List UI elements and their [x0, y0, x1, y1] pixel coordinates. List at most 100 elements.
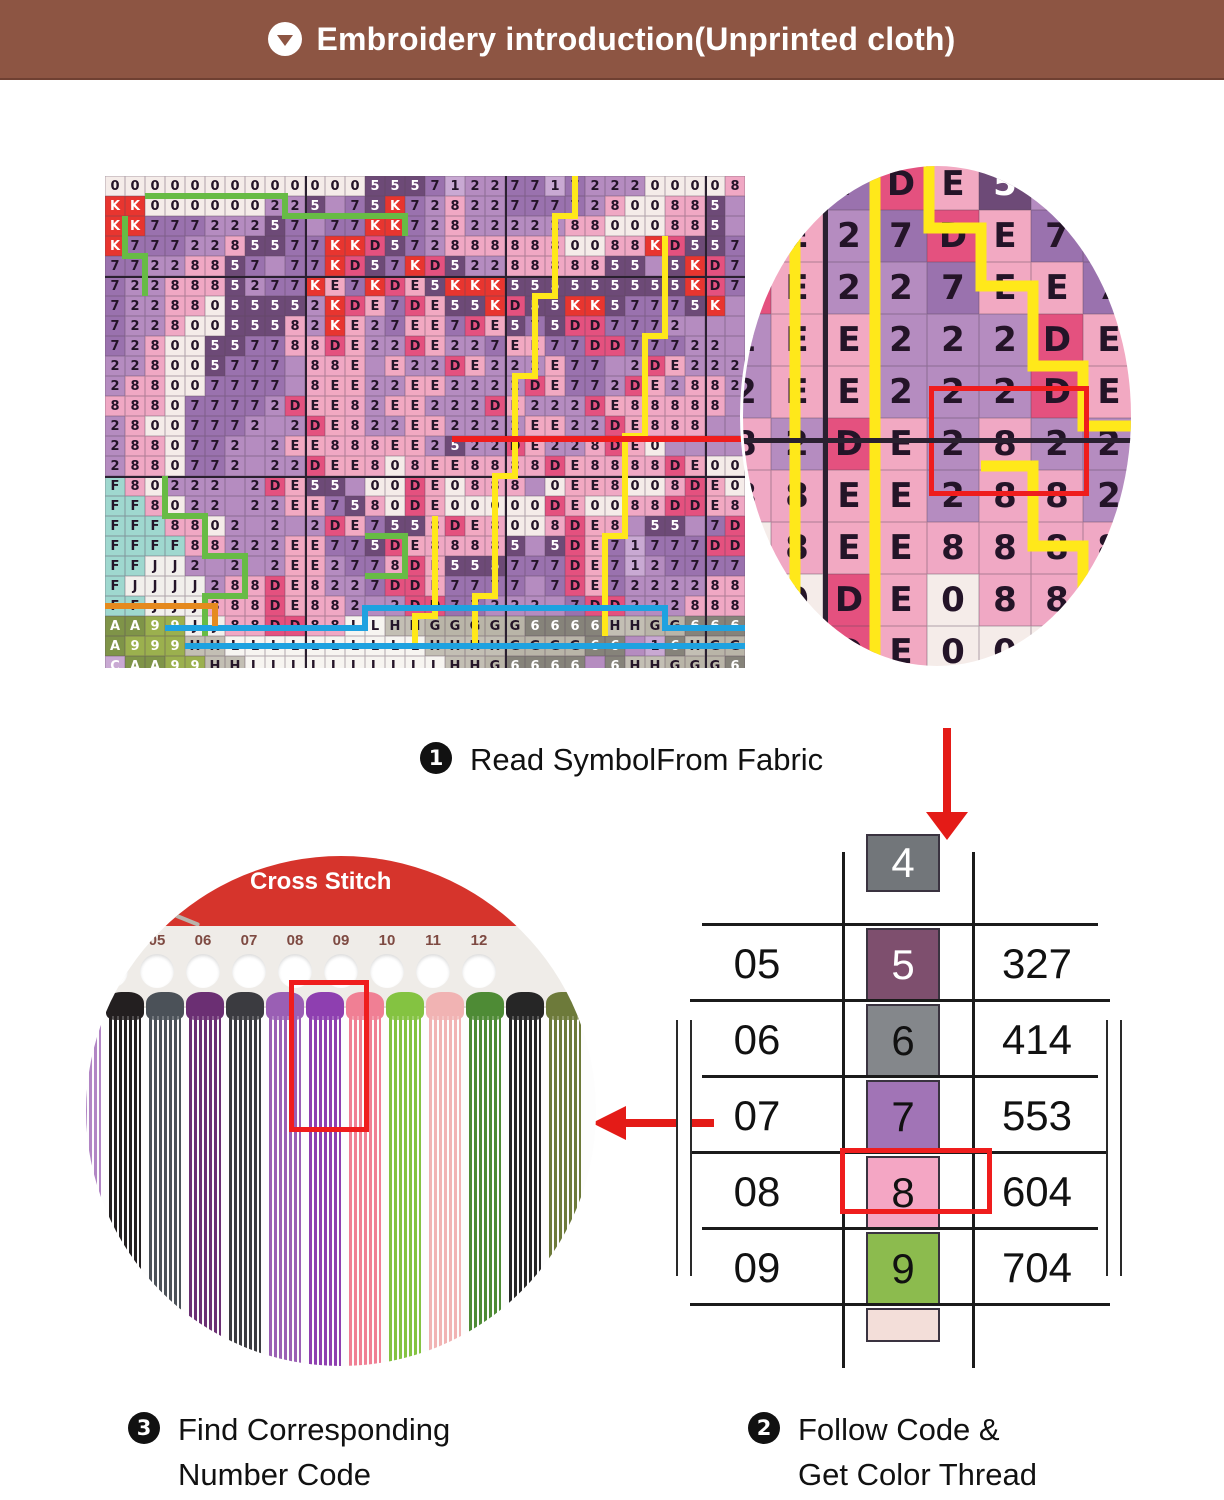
pattern-cell: 8	[725, 596, 745, 616]
pattern-cell	[725, 196, 745, 216]
pattern-cell: 8	[685, 376, 705, 396]
pattern-cell: 6	[525, 656, 545, 668]
pattern-cell	[285, 376, 305, 396]
pattern-cell: 7	[545, 336, 565, 356]
pattern-cell: 6	[585, 616, 605, 636]
pattern-cell: E	[565, 456, 585, 476]
pattern-cell: 0	[505, 516, 525, 536]
pattern-cell: 5	[265, 216, 285, 236]
pattern-cell	[525, 536, 545, 556]
pattern-cell: 7	[665, 296, 685, 316]
floss-slot-number: 10	[378, 932, 396, 949]
pattern-cell	[705, 316, 725, 336]
pattern-cell: 7	[245, 376, 265, 396]
pattern-cell: 8	[445, 216, 465, 236]
pattern-cell: 5	[605, 256, 625, 276]
pattern-cell: 8	[285, 316, 305, 336]
pattern-row: KK00000022575K728227777280088557	[105, 196, 745, 216]
magnified-cell: E	[927, 166, 979, 210]
pattern-cell: 0	[385, 456, 405, 476]
pattern-cell: D	[625, 376, 645, 396]
pattern-cell: 2	[225, 456, 245, 476]
pattern-cell: 5	[445, 556, 465, 576]
pattern-cell: 2	[125, 296, 145, 316]
pattern-cell: D	[305, 416, 325, 436]
pattern-cell: 2	[265, 516, 285, 536]
pattern-cell: F	[105, 516, 125, 536]
pattern-cell: 5	[445, 256, 465, 276]
pattern-cell: 8	[165, 316, 185, 336]
floss-skein-knot	[506, 992, 544, 1020]
pattern-cell: 9	[145, 636, 165, 656]
pattern-cell: 2	[365, 336, 385, 356]
pattern-cell: 5	[705, 216, 725, 236]
pattern-cell: D	[545, 456, 565, 476]
pattern-cell: D	[385, 576, 405, 596]
pattern-cell: 2	[305, 296, 325, 316]
pattern-cell: 0	[145, 196, 165, 216]
pattern-cell: H	[625, 616, 645, 636]
pattern-cell: 6	[605, 656, 625, 668]
pattern-cell: H	[465, 636, 485, 656]
pattern-cell: 2	[625, 596, 645, 616]
pattern-cell: F	[125, 556, 145, 576]
pattern-cell	[645, 256, 665, 276]
pattern-cell: K	[585, 296, 605, 316]
pattern-cell: 0	[725, 476, 745, 496]
pattern-cell: 5	[385, 176, 405, 196]
pattern-cell: D	[605, 416, 625, 436]
pattern-row: CAA99HHLLLLLLLLLLHHG66666HHGGG6L	[105, 656, 745, 668]
pattern-cell: 8	[205, 276, 225, 296]
pattern-cell: 2	[485, 176, 505, 196]
pattern-cell: 8	[225, 236, 245, 256]
pattern-cell: 0	[545, 476, 565, 496]
pattern-cell: E	[325, 376, 345, 396]
pattern-cell: 7	[705, 556, 725, 576]
pattern-cell	[245, 556, 265, 576]
pattern-cell: 7	[625, 296, 645, 316]
magnified-cell: 8	[1083, 574, 1131, 626]
pattern-cell: L	[425, 656, 445, 668]
pattern-cell: F	[105, 496, 125, 516]
pattern-cell: 6	[505, 656, 525, 668]
pattern-cell: 5	[705, 196, 725, 216]
pattern-cell: 8	[345, 436, 365, 456]
magnified-cell: 2	[979, 314, 1031, 366]
pattern-cell: 0	[305, 176, 325, 196]
floss-slot-number: 04	[102, 932, 120, 949]
pattern-cell: K	[405, 256, 425, 276]
floss-skein-strands	[509, 1016, 541, 1366]
magnified-cell: 2	[875, 366, 927, 418]
pattern-cell: D	[605, 336, 625, 356]
pattern-cell	[245, 516, 265, 536]
table-cell-dmc-code: 553	[1001, 1092, 1073, 1139]
magnified-cell: E	[823, 366, 875, 418]
pattern-cell: 2	[545, 216, 565, 236]
pattern-cell: 2	[325, 556, 345, 576]
floss-skein-strands	[86, 1016, 101, 1366]
pattern-cell: 5	[405, 516, 425, 536]
pattern-cell: 0	[385, 496, 405, 516]
pattern-cell: K	[125, 196, 145, 216]
pattern-cell: J	[205, 616, 225, 636]
pattern-cell: 0	[205, 316, 225, 336]
pattern-cell: 7	[245, 356, 265, 376]
table-cell-symbol-swatch: 5	[866, 928, 940, 1002]
floss-skein	[86, 992, 104, 1366]
pattern-cell: 8	[625, 456, 645, 476]
pattern-cell: E	[345, 316, 365, 336]
pattern-cell: 7	[605, 536, 625, 556]
pattern-cell	[525, 476, 545, 496]
pattern-cell: 2	[525, 596, 545, 616]
pattern-cell: K	[125, 216, 145, 236]
pattern-cell: 8	[145, 396, 165, 416]
pattern-cell: K	[685, 276, 705, 296]
pattern-cell: 7	[345, 216, 365, 236]
pattern-cell: 2	[365, 396, 385, 416]
pattern-cell: K	[685, 256, 705, 276]
pattern-cell: 8	[665, 216, 685, 236]
pattern-cell: L	[285, 636, 305, 656]
pattern-cell: L	[265, 656, 285, 668]
